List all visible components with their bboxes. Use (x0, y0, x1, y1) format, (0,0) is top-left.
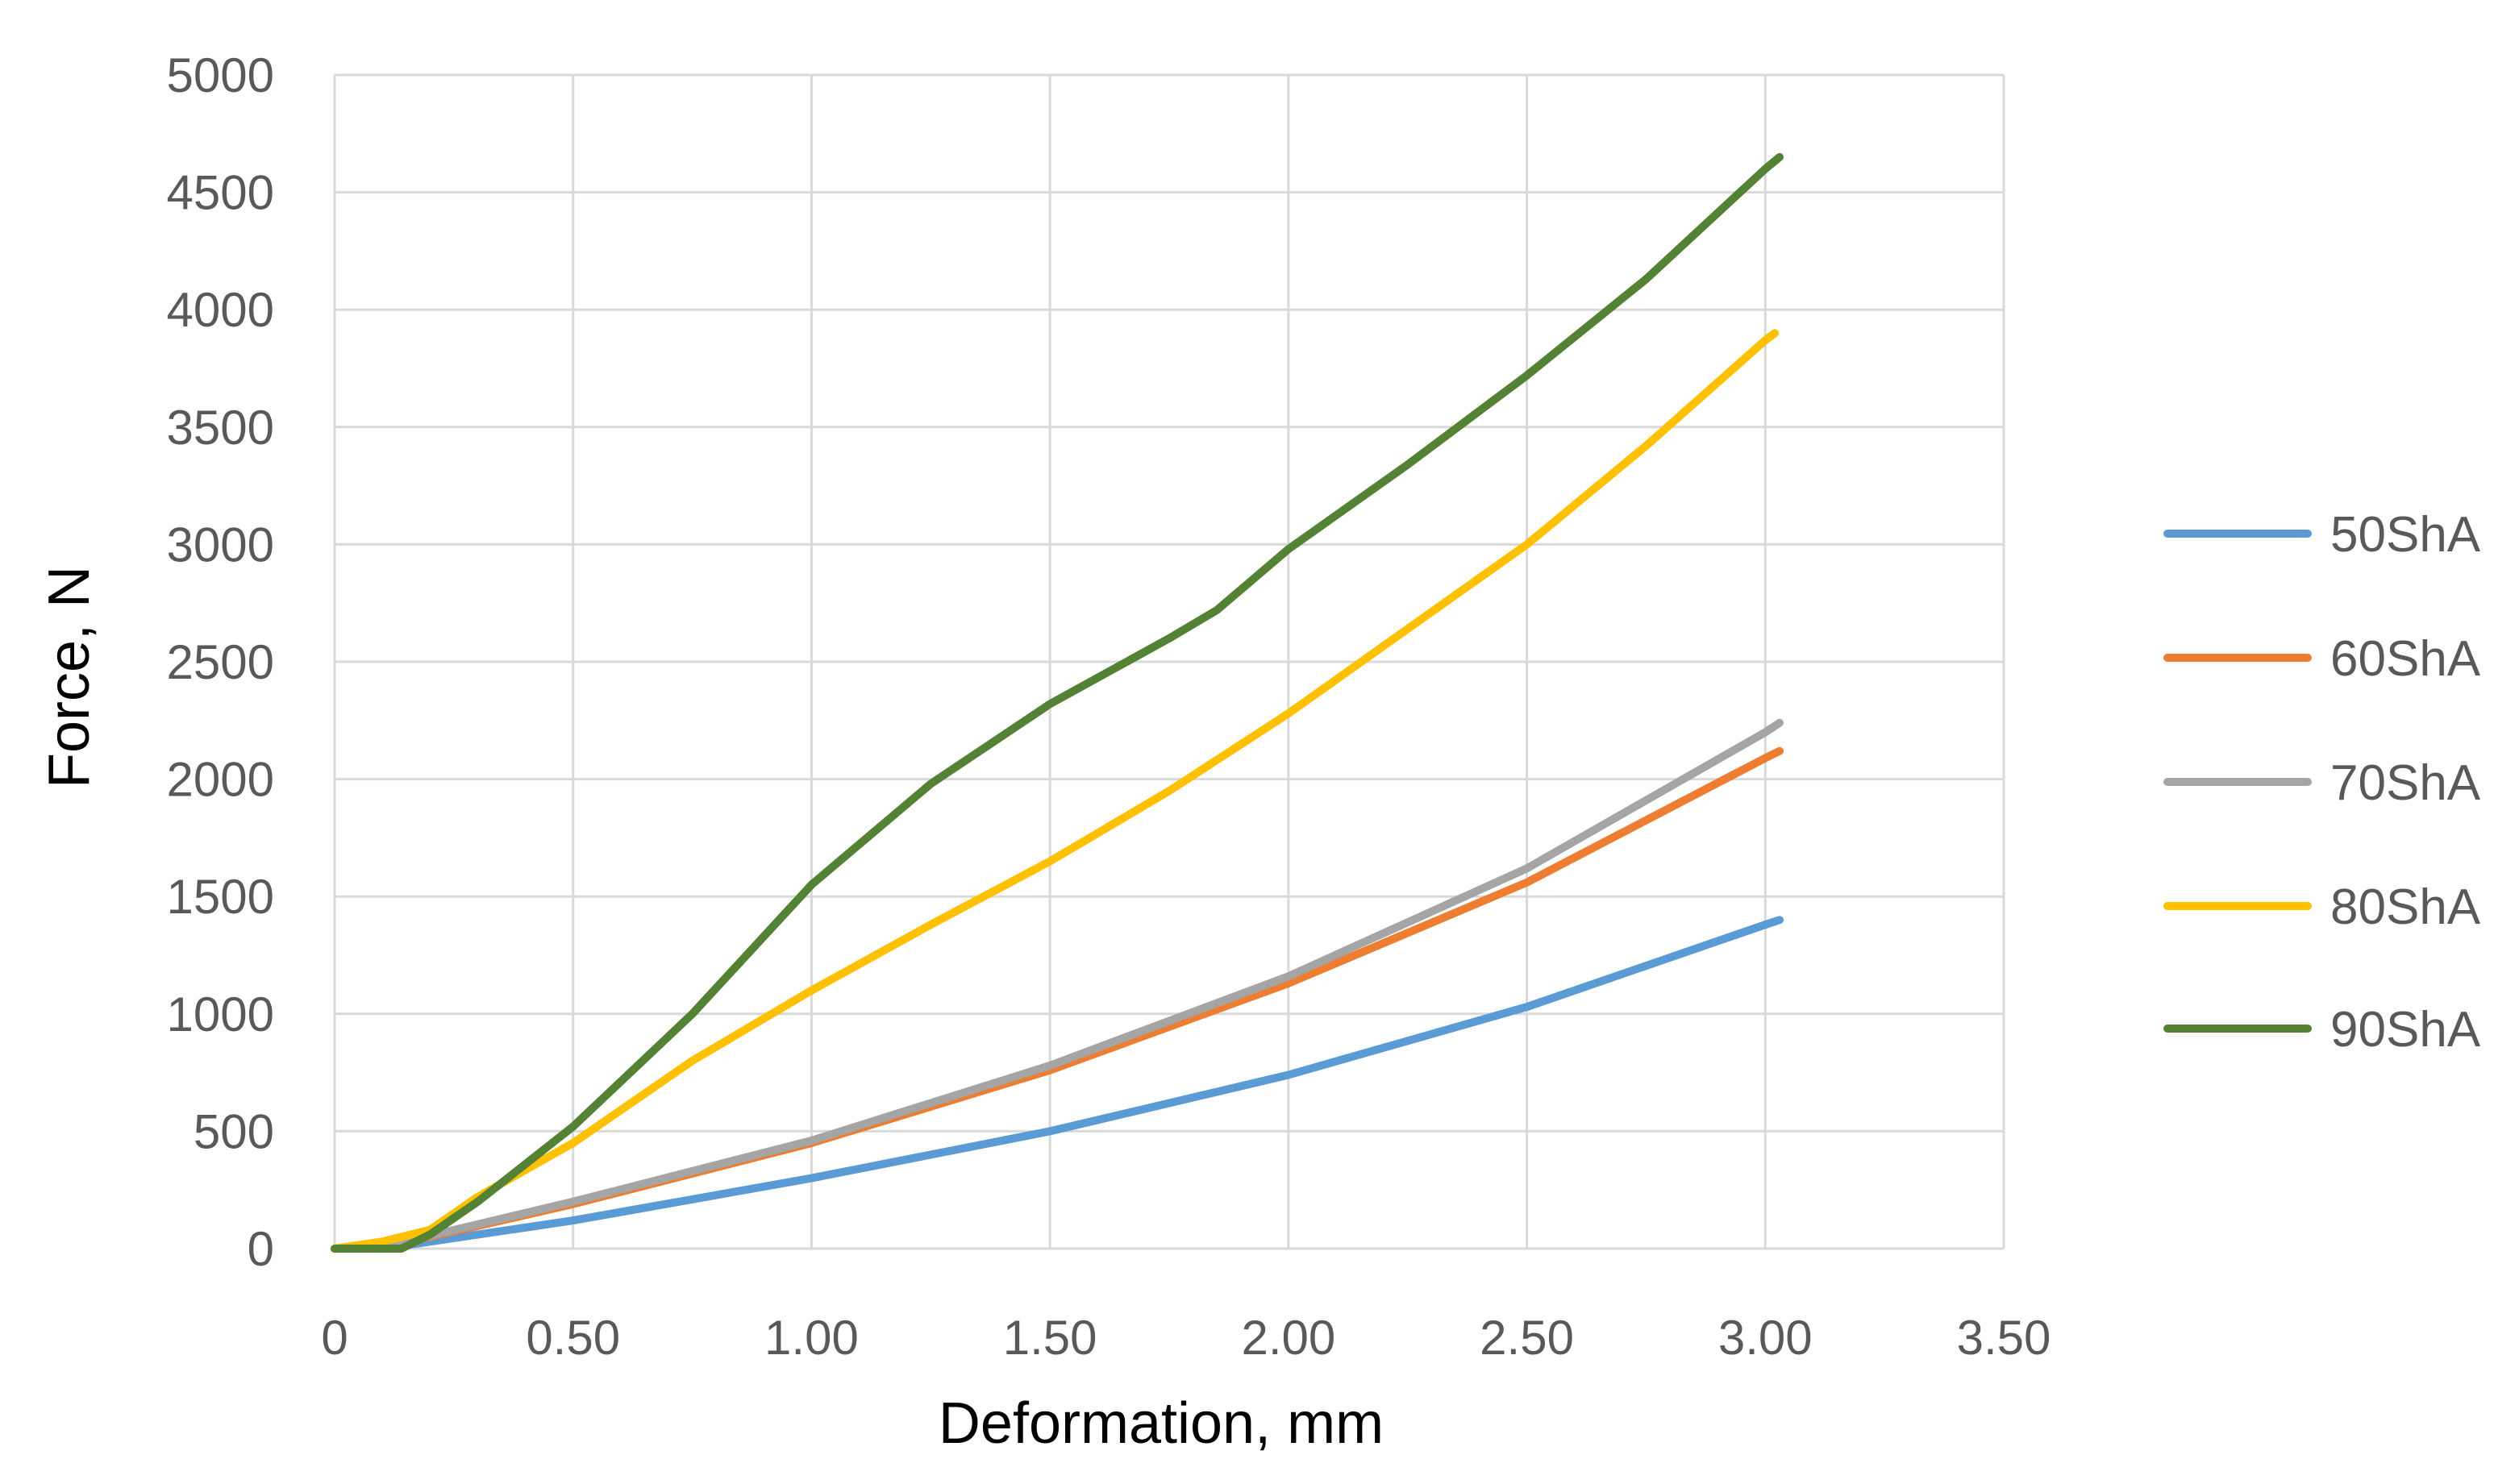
y-tick-label: 4500 (167, 166, 274, 220)
x-tick-labels: 0 0.50 1.00 1.50 2.00 2.50 3.00 3.50 (321, 1311, 2051, 1365)
x-tick-label: 2.00 (1241, 1311, 1335, 1365)
series-line-50ShA (331, 916, 1784, 1253)
x-tick-label: 0.50 (526, 1311, 620, 1365)
series-line-90ShA (331, 152, 1784, 1253)
legend: 50ShA 60ShA 70ShA 80ShA 90ShA (2163, 507, 2481, 1058)
y-tick-label: 1000 (167, 987, 274, 1041)
legend-label-90ShA: 90ShA (2330, 1002, 2481, 1058)
grid-layer (333, 73, 2005, 1250)
y-tick-labels: 0 500 1000 1500 2000 2500 3000 3500 4000 4500 5000 (167, 48, 274, 1276)
series-layer (331, 152, 1784, 1253)
legend-label-70ShA: 70ShA (2330, 755, 2481, 811)
y-tick-label: 500 (194, 1104, 274, 1158)
legend-label-60ShA: 60ShA (2330, 631, 2481, 687)
x-tick-label: 0 (321, 1311, 348, 1365)
x-axis-title: Deformation, mm (939, 1391, 1384, 1456)
y-tick-label: 3500 (167, 401, 274, 455)
y-axis-title: Force, N (37, 566, 102, 788)
y-tick-label: 2000 (167, 753, 274, 807)
legend-label-50ShA: 50ShA (2330, 507, 2481, 563)
legend-label-80ShA: 80ShA (2330, 879, 2481, 935)
y-tick-label: 5000 (167, 48, 274, 102)
x-tick-label: 3.00 (1718, 1311, 1813, 1365)
x-tick-label: 1.00 (764, 1311, 859, 1365)
y-tick-label: 0 (248, 1222, 274, 1276)
x-tick-label: 2.50 (1480, 1311, 1574, 1365)
series-line-70ShA (331, 718, 1784, 1253)
x-tick-label: 1.50 (1003, 1311, 1097, 1365)
y-tick-label: 2500 (167, 635, 274, 689)
series-line-60ShA (331, 746, 1784, 1253)
y-tick-label: 4000 (167, 283, 274, 337)
x-tick-label: 3.50 (1957, 1311, 2051, 1365)
y-tick-label: 1500 (167, 870, 274, 924)
y-tick-label: 3000 (167, 518, 274, 572)
series-line-80ShA (331, 329, 1780, 1253)
